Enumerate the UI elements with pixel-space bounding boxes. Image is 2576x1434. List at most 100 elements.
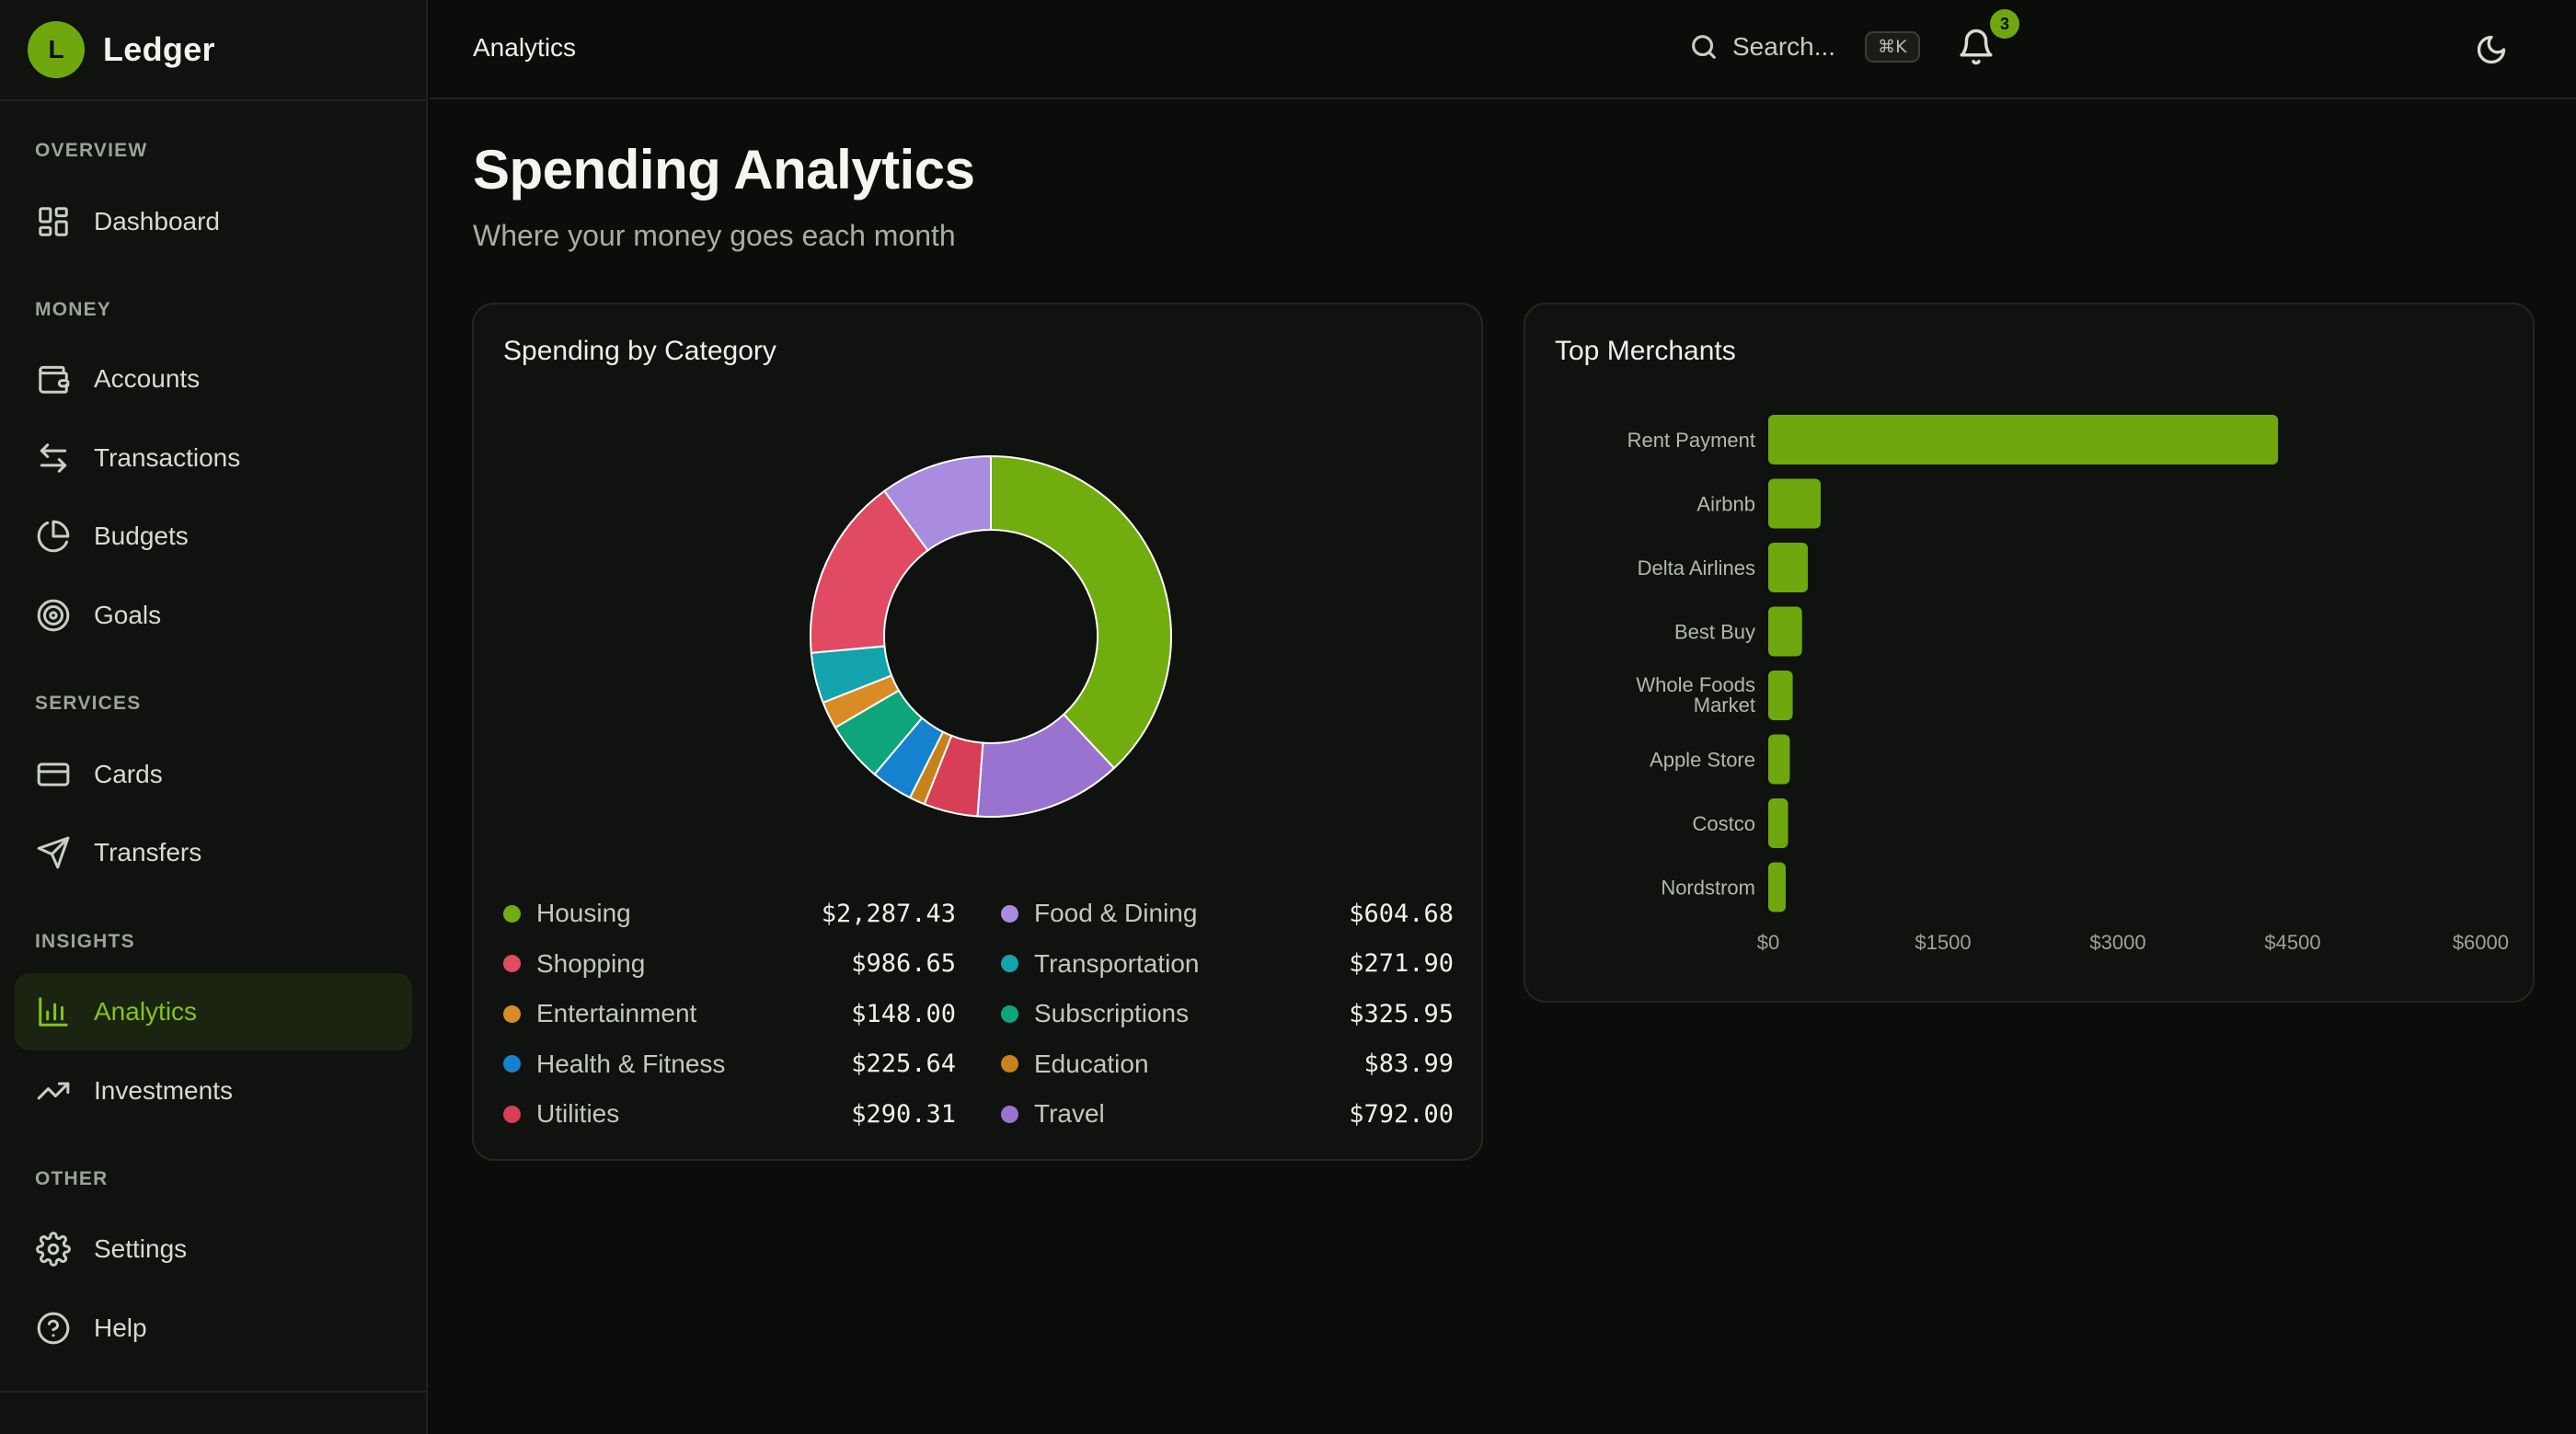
wallet-icon bbox=[35, 361, 72, 397]
legend-dot bbox=[503, 1105, 521, 1123]
sidebar-item-help[interactable]: Help bbox=[15, 1290, 412, 1367]
merchant-bar[interactable] bbox=[1768, 415, 2279, 465]
legend-dot bbox=[1001, 904, 1018, 923]
legend-label: Entertainment bbox=[536, 999, 697, 1027]
sidebar-item-goals[interactable]: Goals bbox=[15, 577, 412, 654]
legend-dot bbox=[1001, 1105, 1018, 1123]
legend-amount: $986.65 bbox=[851, 949, 956, 978]
legend-item: Housing $2,287.43 bbox=[503, 895, 956, 932]
sidebar-item-cards[interactable]: Cards bbox=[15, 736, 412, 813]
legend-amount: $148.00 bbox=[851, 999, 956, 1028]
legend-label: Transportation bbox=[1034, 948, 1200, 978]
merchant-bar[interactable] bbox=[1768, 862, 1786, 912]
legend-item: Transportation $271.90 bbox=[1001, 946, 1454, 982]
merchant-label: Best Buy bbox=[1674, 621, 1755, 644]
x-tick-label: $6000 bbox=[2453, 931, 2509, 954]
legend-label: Utilities bbox=[536, 1099, 620, 1128]
sidebar-item-transfers[interactable]: Transfers bbox=[15, 814, 412, 891]
sidebar-item-analytics[interactable]: Analytics bbox=[15, 973, 412, 1050]
pie-icon bbox=[35, 518, 72, 555]
legend-label: Housing bbox=[536, 899, 631, 927]
legend-label: Food & Dining bbox=[1034, 899, 1198, 927]
sidebar-item-label: Transactions bbox=[94, 443, 241, 472]
target-icon bbox=[35, 597, 72, 634]
merchant-label: Apple Store bbox=[1650, 749, 1755, 772]
legend-dot bbox=[1001, 1004, 1018, 1023]
merchant-bar[interactable] bbox=[1768, 478, 1821, 529]
section-label-money: MONEY bbox=[35, 299, 112, 320]
sidebar-item-budgets[interactable]: Budgets bbox=[15, 498, 412, 575]
legend-label: Shopping bbox=[536, 948, 646, 978]
card-title: Spending by Category bbox=[503, 336, 776, 366]
help-icon bbox=[35, 1310, 72, 1347]
card-icon bbox=[35, 756, 72, 793]
trend-icon bbox=[35, 1073, 72, 1109]
legend-label: Education bbox=[1034, 1049, 1149, 1078]
sidebar-item-settings[interactable]: Settings bbox=[15, 1210, 412, 1288]
legend-amount: $604.68 bbox=[1349, 899, 1454, 928]
legend-amount: $792.00 bbox=[1349, 1099, 1454, 1129]
legend-amount: $271.90 bbox=[1349, 949, 1454, 978]
legend-dot bbox=[503, 955, 521, 972]
donut-slice-food-dining[interactable] bbox=[882, 454, 992, 552]
legend-amount: $325.95 bbox=[1349, 999, 1454, 1028]
bell-icon bbox=[1960, 29, 1993, 65]
legend-label: Subscriptions bbox=[1034, 999, 1190, 1027]
sidebar-item-label: Dashboard bbox=[94, 207, 220, 235]
merchant-bar[interactable] bbox=[1768, 606, 1802, 657]
send-icon bbox=[35, 834, 72, 871]
brand[interactable]: L Ledger bbox=[0, 0, 426, 101]
search-shortcut: ⌘K bbox=[1865, 31, 1920, 63]
x-tick-label: $4500 bbox=[2264, 931, 2320, 954]
sidebar-item-label: Investments bbox=[94, 1076, 233, 1105]
section-label-insights: INSIGHTS bbox=[35, 931, 135, 952]
merchant-label: Whole Foods Market bbox=[1636, 673, 1755, 717]
sidebar-item-label: Cards bbox=[94, 760, 163, 788]
merchant-bar[interactable] bbox=[1768, 734, 1790, 785]
theme-toggle-button[interactable] bbox=[2475, 33, 2510, 68]
merchant-label: Rent Payment bbox=[1627, 429, 1755, 452]
breadcrumb: Analytics bbox=[473, 33, 577, 62]
donut-slice-housing[interactable] bbox=[990, 454, 1172, 770]
legend-dot bbox=[503, 1004, 521, 1023]
legend-item: Subscriptions $325.95 bbox=[1001, 995, 1454, 1032]
arrows-icon bbox=[35, 440, 72, 476]
x-tick-label: $1500 bbox=[1915, 931, 1971, 954]
sidebar-item-investments[interactable]: Investments bbox=[15, 1052, 412, 1130]
legend-label: Travel bbox=[1034, 1099, 1105, 1128]
legend-amount: $83.99 bbox=[1363, 1050, 1454, 1078]
legend-item: Education $83.99 bbox=[1001, 1046, 1454, 1083]
gear-icon bbox=[35, 1231, 72, 1268]
merchant-label: Airbnb bbox=[1696, 493, 1755, 516]
merchant-label: Delta Airlines bbox=[1638, 556, 1755, 579]
sidebar-footer-divider bbox=[0, 1391, 428, 1393]
x-tick-label: $3000 bbox=[2089, 931, 2145, 954]
merchant-bar[interactable] bbox=[1768, 543, 1809, 592]
brand-name: Ledger bbox=[103, 30, 215, 68]
brand-logo: L bbox=[28, 21, 85, 78]
sidebar-item-label: Accounts bbox=[94, 364, 201, 393]
sidebar: L Ledger OVERVIEW Dashboard MONEY Accoun… bbox=[0, 0, 428, 1434]
legend-item: Utilities $290.31 bbox=[503, 1096, 956, 1132]
search-button[interactable]: Search... ⌘K bbox=[1688, 31, 1920, 63]
legend-label: Health & Fitness bbox=[536, 1049, 726, 1078]
top-bar: Analytics bbox=[430, 0, 2576, 99]
x-tick-label: $0 bbox=[1757, 931, 1779, 954]
sidebar-item-accounts[interactable]: Accounts bbox=[15, 340, 412, 418]
merchant-bar[interactable] bbox=[1768, 798, 1788, 848]
legend-item: Food & Dining $604.68 bbox=[1001, 895, 1454, 932]
notifications-button[interactable] bbox=[1957, 28, 1997, 70]
sidebar-item-label: Goals bbox=[94, 601, 162, 629]
sidebar-item-transactions[interactable]: Transactions bbox=[15, 419, 412, 497]
sidebar-item-dashboard[interactable]: Dashboard bbox=[15, 183, 412, 260]
sidebar-item-label: Transfers bbox=[94, 838, 202, 866]
legend-amount: $225.64 bbox=[851, 1050, 956, 1078]
section-label-services: SERVICES bbox=[35, 693, 142, 714]
legend-item: Entertainment $148.00 bbox=[503, 995, 956, 1032]
legend-dot bbox=[1001, 1055, 1018, 1073]
top-merchants-bar-chart: Rent Payment Airbnb Delta Airlines Best Buy… bbox=[1627, 415, 2509, 954]
legend-item: Shopping $986.65 bbox=[503, 946, 956, 982]
sidebar-item-label: Analytics bbox=[94, 997, 198, 1026]
notification-badge: 3 bbox=[1990, 9, 2019, 39]
merchant-bar[interactable] bbox=[1768, 671, 1793, 720]
